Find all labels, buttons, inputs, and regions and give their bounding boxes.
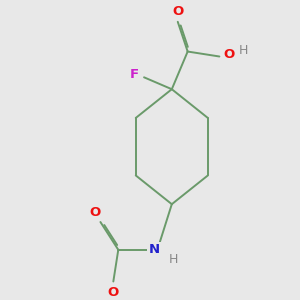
Text: O: O bbox=[90, 206, 101, 219]
Text: O: O bbox=[172, 5, 183, 18]
Text: F: F bbox=[130, 68, 139, 81]
Text: O: O bbox=[224, 48, 235, 61]
Text: N: N bbox=[148, 243, 160, 256]
Text: O: O bbox=[108, 286, 119, 299]
Text: H: H bbox=[238, 44, 248, 57]
Text: H: H bbox=[169, 253, 178, 266]
